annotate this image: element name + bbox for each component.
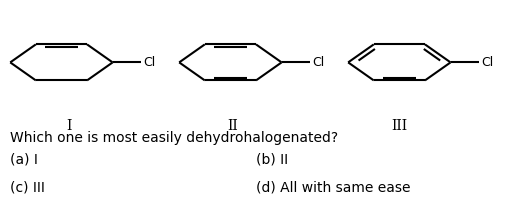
Text: (c) III: (c) III [10, 180, 45, 194]
Text: (d) All with same ease: (d) All with same ease [256, 180, 411, 194]
Text: Cl: Cl [143, 56, 156, 69]
Text: Cl: Cl [312, 56, 325, 69]
Text: Cl: Cl [481, 56, 494, 69]
Text: III: III [391, 119, 408, 133]
Text: I: I [67, 119, 72, 133]
Text: (b) II: (b) II [256, 152, 288, 166]
Text: II: II [228, 119, 238, 133]
Text: (a) I: (a) I [10, 152, 38, 166]
Text: Which one is most easily dehydrohalogenated?: Which one is most easily dehydrohalogena… [10, 131, 338, 145]
